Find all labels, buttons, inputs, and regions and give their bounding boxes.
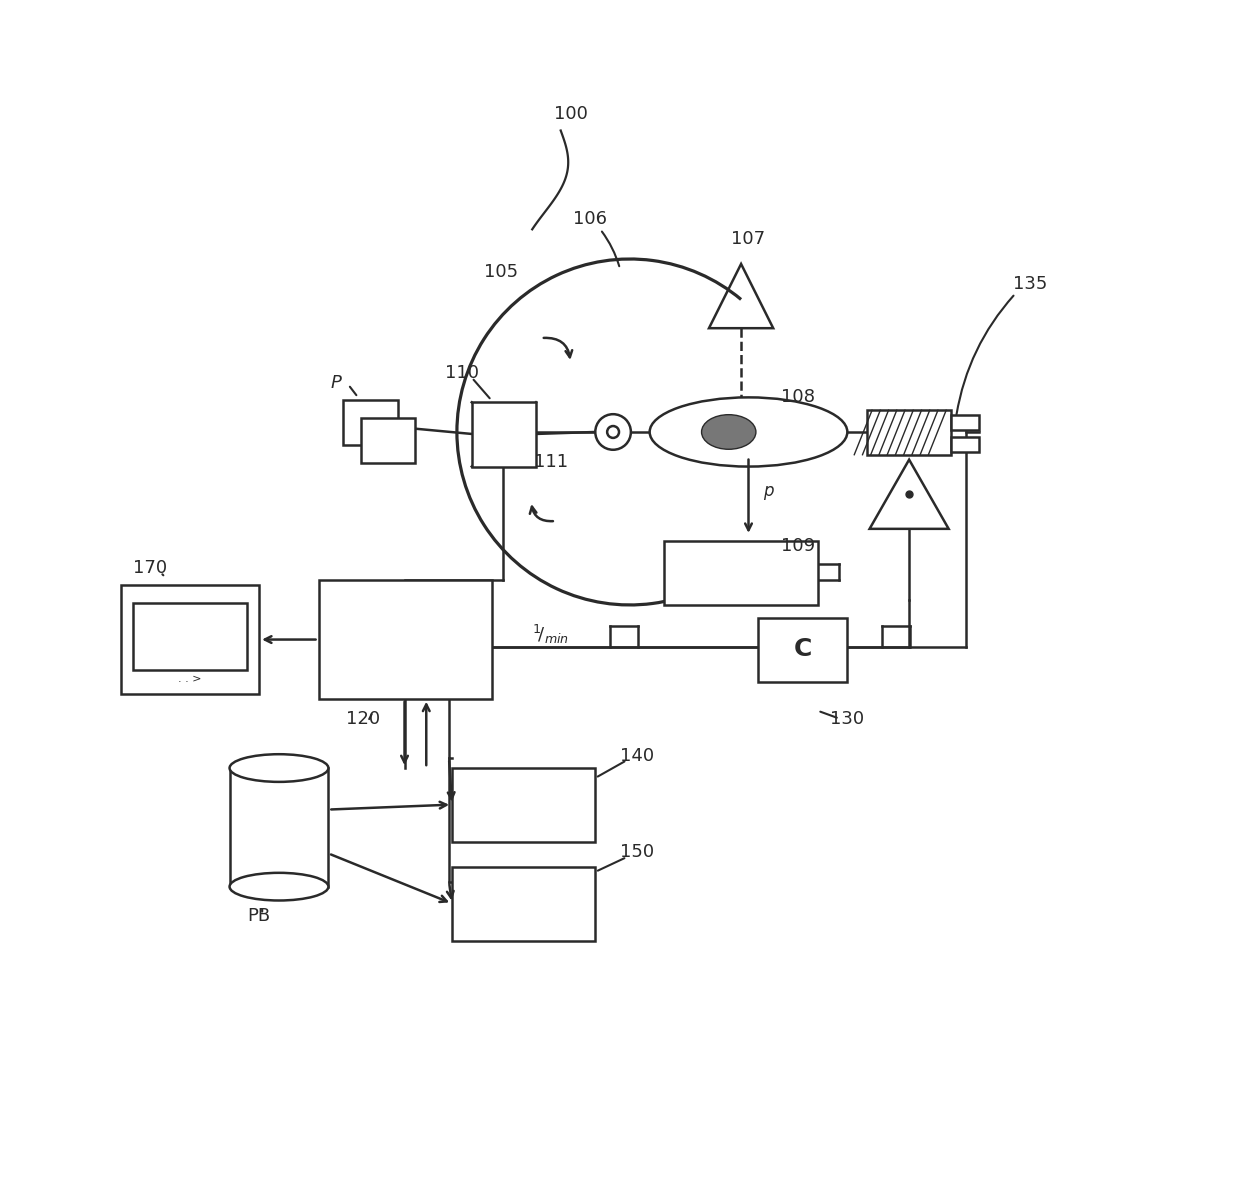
Circle shape	[608, 426, 619, 438]
Ellipse shape	[229, 754, 329, 781]
Text: . . >: . . >	[179, 674, 202, 684]
Text: C: C	[794, 637, 812, 661]
Ellipse shape	[650, 398, 847, 466]
Text: 111: 111	[533, 453, 568, 471]
Text: p: p	[763, 482, 774, 500]
Bar	[951, 415, 978, 430]
Text: 130: 130	[831, 709, 864, 727]
Text: 107: 107	[732, 231, 765, 249]
Text: P: P	[331, 374, 342, 392]
Bar	[867, 410, 951, 454]
Text: 110: 110	[445, 364, 479, 382]
Bar	[665, 541, 817, 605]
Text: 170: 170	[134, 559, 167, 577]
Bar	[361, 418, 415, 463]
Text: 135: 135	[1013, 275, 1048, 293]
Bar	[319, 581, 491, 698]
Bar	[120, 585, 259, 694]
Ellipse shape	[229, 873, 329, 900]
Bar	[133, 603, 247, 671]
Text: 106: 106	[573, 210, 608, 228]
Text: PB: PB	[248, 908, 270, 926]
Bar	[451, 768, 595, 843]
Bar	[951, 436, 978, 452]
Text: 105: 105	[485, 263, 518, 281]
Text: 140: 140	[620, 748, 653, 766]
Bar	[471, 403, 536, 466]
Bar	[759, 618, 847, 682]
Bar	[343, 400, 398, 445]
Text: 120: 120	[346, 709, 381, 727]
Text: 108: 108	[781, 388, 815, 406]
Text: 150: 150	[620, 843, 653, 861]
Circle shape	[595, 415, 631, 450]
Text: 100: 100	[553, 105, 588, 123]
Text: 109: 109	[781, 536, 815, 554]
Text: $^1\!/_{min}$: $^1\!/_{min}$	[532, 623, 569, 647]
Ellipse shape	[702, 415, 756, 450]
Bar	[451, 867, 595, 941]
